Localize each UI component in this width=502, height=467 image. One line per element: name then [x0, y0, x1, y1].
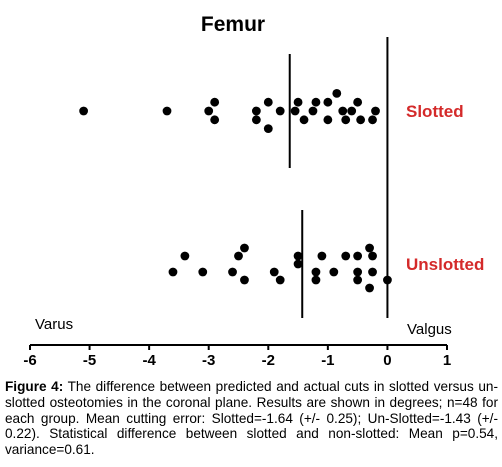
x-tick-label-2: -5: [83, 352, 96, 369]
unslotted-point-15: [329, 267, 339, 277]
chart-canvas: Femur Slotted Unslotted -6 -5 -4 -3 -2 -1 0 1 Va…: [23, 13, 484, 369]
slotted-point-23: [356, 115, 366, 125]
slotted-group-label: Slotted: [406, 102, 464, 121]
slotted-point-6: [263, 97, 273, 107]
x-tick-label-8: 1: [443, 352, 451, 369]
x-tick-label-3: -4: [142, 352, 156, 369]
slotted-point-7: [251, 106, 261, 116]
unslotted-point-6: [240, 243, 249, 253]
unslotted-point-12: [311, 267, 321, 277]
slotted-point-14: [311, 97, 321, 107]
caption-label: Figure 4:: [5, 379, 64, 394]
unslotted-series: [168, 243, 392, 293]
slotted-point-8: [251, 115, 261, 125]
unslotted-group-label: Unslotted: [406, 255, 484, 274]
slotted-point-22: [347, 106, 357, 116]
femur-dot-plot: Femur Slotted Unslotted -6 -5 -4 -3 -2 -1 0 1 Va…: [23, 13, 484, 369]
slotted-point-2: [162, 106, 172, 116]
slotted-series: [79, 89, 380, 133]
unslotted-point-13: [311, 275, 321, 285]
slotted-point-13: [299, 115, 309, 125]
slotted-point-16: [323, 115, 333, 125]
unslotted-point-16: [341, 251, 351, 261]
x-axis: -6 -5 -4 -3 -2 -1 0 1: [23, 344, 451, 369]
unslotted-point-20: [365, 243, 374, 253]
unslotted-point-21: [368, 251, 377, 261]
slotted-point-21: [353, 97, 363, 107]
slotted-point-5: [210, 115, 220, 125]
slotted-point-25: [368, 115, 377, 125]
slotted-point-3: [210, 97, 220, 107]
slotted-point-4: [204, 106, 214, 116]
x-tick-label-6: -1: [321, 352, 334, 369]
slotted-point-1: [79, 106, 89, 116]
slotted-point-18: [323, 97, 333, 107]
slotted-point-11: [293, 97, 303, 107]
unslotted-point-18: [353, 267, 363, 277]
group-labels-layer: Slotted Unslotted: [406, 102, 484, 274]
x-tick-label-5: -2: [262, 352, 275, 369]
chart-title: Femur: [201, 13, 265, 36]
points-layer: [79, 89, 392, 293]
mean-lines-layer: [288, 54, 304, 318]
unslotted-point-2: [180, 251, 190, 261]
valgus-label: Valgus: [407, 321, 452, 338]
slotted-point-9: [263, 124, 273, 133]
unslotted-point-1: [168, 267, 178, 277]
unslotted-point-3: [198, 267, 208, 277]
unslotted-point-10: [293, 251, 303, 261]
unslotted-point-5: [234, 251, 243, 261]
unslotted-point-22: [368, 267, 377, 277]
caption-text: The difference between predicted and act…: [5, 379, 498, 458]
unslotted-point-7: [240, 275, 249, 285]
unslotted-point-14: [317, 251, 327, 261]
x-tick-label-1: -6: [23, 352, 36, 369]
slotted-point-19: [338, 106, 348, 116]
unslotted-point-23: [365, 283, 374, 293]
slotted-point-10: [275, 106, 285, 116]
unslotted-point-17: [353, 251, 363, 261]
unslotted-point-8: [269, 267, 279, 277]
slotted-point-24: [371, 106, 380, 116]
unslotted-point-19: [353, 275, 363, 285]
slotted-point-15: [308, 106, 318, 116]
figure-caption: Figure 4: The difference between predict…: [5, 379, 498, 458]
unslotted-point-4: [228, 267, 237, 277]
varus-label: Varus: [35, 316, 73, 333]
x-tick-label-7: 0: [383, 352, 391, 369]
slotted-point-17: [332, 89, 342, 98]
slotted-point-12: [290, 106, 300, 116]
x-tick-label-4: -3: [202, 352, 215, 369]
unslotted-point-11: [293, 259, 303, 269]
slotted-point-20: [341, 115, 351, 125]
unslotted-point-9: [275, 275, 285, 285]
